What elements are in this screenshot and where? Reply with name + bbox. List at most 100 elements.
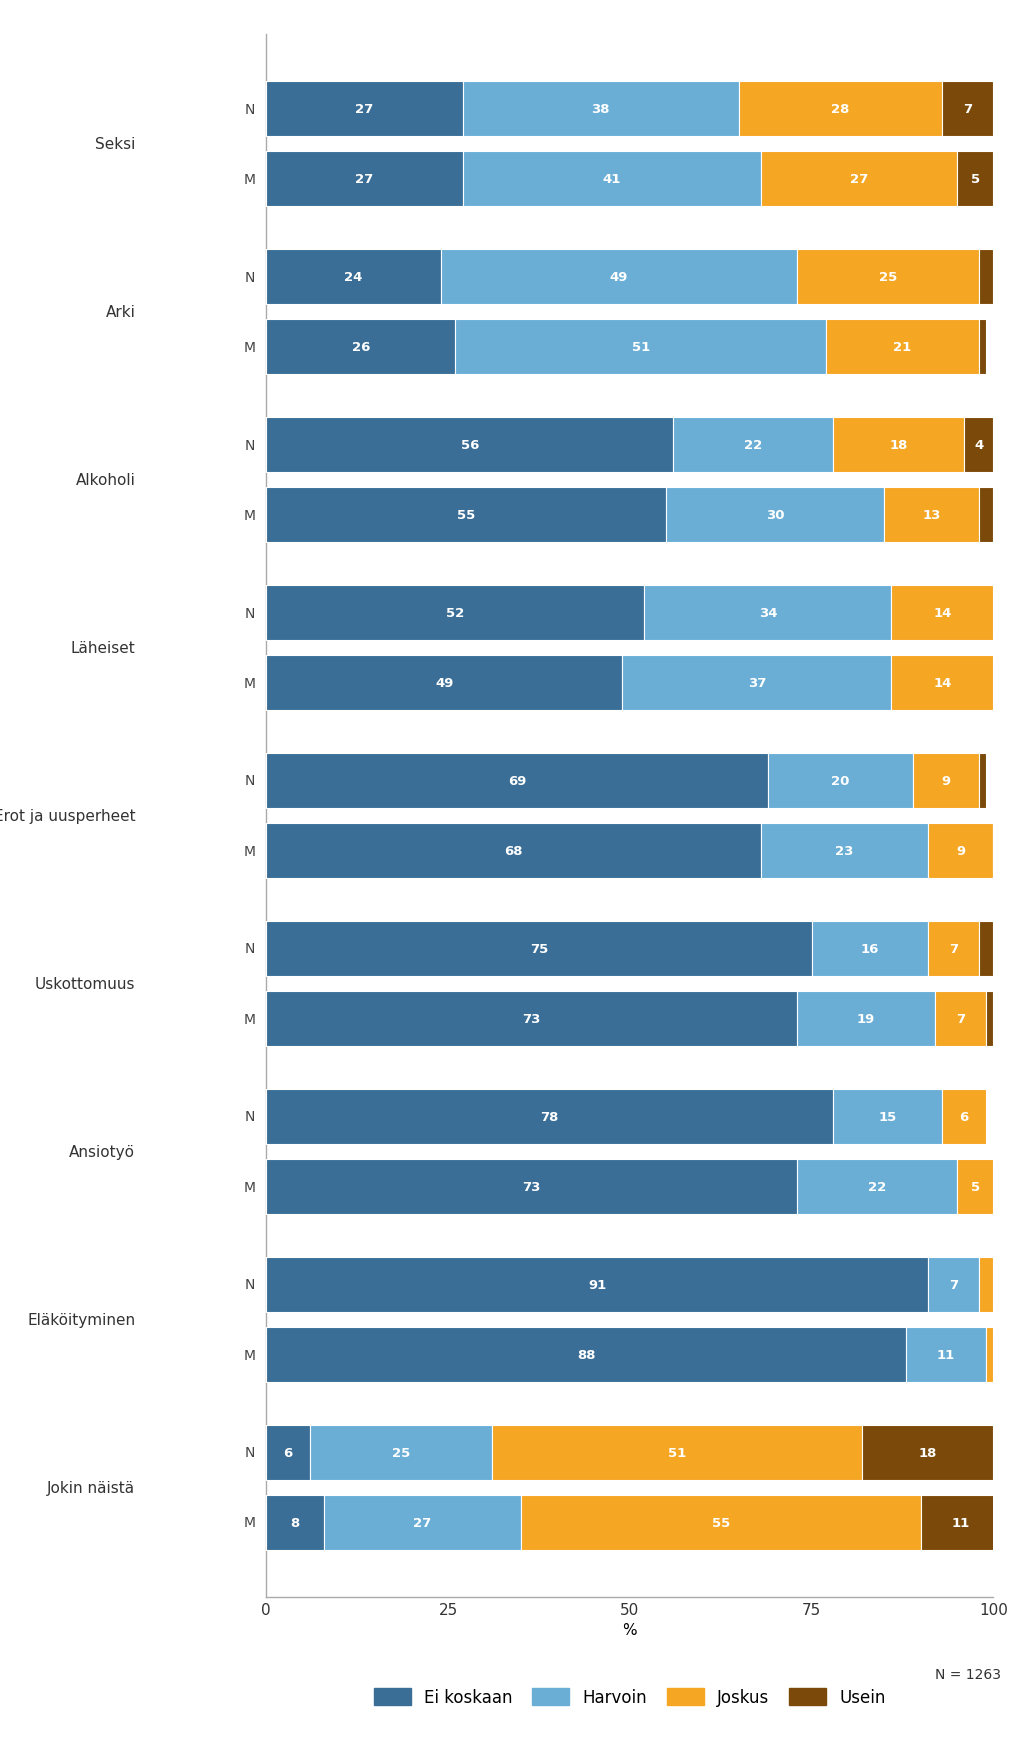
Text: 14: 14 — [933, 677, 951, 690]
Bar — [463, 153, 761, 207]
Text: 37: 37 — [748, 677, 766, 690]
Bar — [310, 1425, 492, 1479]
Text: 88: 88 — [577, 1348, 595, 1362]
Text: 69: 69 — [508, 774, 526, 788]
Text: 19: 19 — [857, 1013, 876, 1025]
Text: 7: 7 — [948, 942, 957, 955]
Bar — [942, 1090, 986, 1144]
Bar — [266, 586, 644, 641]
Bar — [440, 249, 797, 305]
Bar — [266, 488, 666, 542]
Text: Erot ja uusperheet: Erot ja uusperheet — [0, 809, 135, 823]
Bar — [956, 153, 993, 207]
Text: 18: 18 — [919, 1446, 937, 1458]
Bar — [811, 921, 928, 976]
Text: 75: 75 — [529, 942, 548, 955]
Text: N: N — [245, 1109, 255, 1123]
Text: 9: 9 — [956, 844, 966, 858]
Text: 24: 24 — [344, 270, 362, 284]
Bar — [928, 921, 979, 976]
Bar — [979, 319, 986, 376]
Text: 91: 91 — [588, 1278, 606, 1292]
Text: M: M — [244, 509, 255, 523]
Text: 22: 22 — [867, 1181, 886, 1193]
Bar — [266, 1090, 834, 1144]
Bar — [266, 1158, 797, 1214]
Text: N: N — [245, 1278, 255, 1292]
Bar — [266, 992, 797, 1046]
Text: 8: 8 — [291, 1516, 300, 1529]
Bar — [892, 656, 993, 711]
Text: M: M — [244, 1516, 255, 1530]
Bar — [797, 249, 979, 305]
Text: N: N — [245, 605, 255, 620]
Text: 6: 6 — [959, 1111, 969, 1123]
Text: M: M — [244, 1348, 255, 1362]
Text: Läheiset: Läheiset — [71, 641, 135, 656]
Bar — [979, 488, 993, 542]
Text: Seksi: Seksi — [95, 137, 135, 153]
Bar — [986, 1327, 993, 1383]
Text: 55: 55 — [457, 509, 475, 521]
Text: 7: 7 — [964, 104, 973, 116]
Bar — [797, 992, 935, 1046]
Text: 27: 27 — [414, 1516, 432, 1529]
Text: Eläköityminen: Eläköityminen — [28, 1313, 135, 1327]
Text: 13: 13 — [923, 509, 941, 521]
Text: 14: 14 — [933, 607, 951, 620]
Text: 27: 27 — [850, 174, 868, 186]
Bar — [993, 823, 1000, 879]
Bar — [761, 153, 956, 207]
Text: N: N — [245, 270, 255, 284]
Text: Alkoholi: Alkoholi — [76, 472, 135, 488]
Text: 73: 73 — [522, 1013, 541, 1025]
Text: N: N — [245, 774, 255, 788]
Bar — [834, 418, 965, 474]
Bar — [456, 319, 826, 376]
Bar — [979, 1257, 993, 1313]
Text: M: M — [244, 844, 255, 858]
Text: N: N — [245, 1446, 255, 1460]
Bar — [266, 319, 456, 376]
Text: 56: 56 — [461, 439, 479, 451]
Bar — [266, 1327, 906, 1383]
Text: 16: 16 — [860, 942, 879, 955]
Text: 4: 4 — [974, 439, 983, 451]
Text: N: N — [245, 942, 255, 956]
Text: 7: 7 — [956, 1013, 966, 1025]
Bar — [266, 753, 768, 809]
Text: N: N — [245, 102, 255, 116]
Bar — [266, 153, 463, 207]
Bar — [266, 1425, 310, 1479]
Text: Jokin näistä: Jokin näistä — [47, 1479, 135, 1495]
Text: 9: 9 — [941, 774, 950, 788]
Bar — [266, 656, 623, 711]
Bar — [739, 82, 942, 137]
Bar — [928, 823, 993, 879]
X-axis label: %: % — [623, 1622, 637, 1637]
Bar — [979, 921, 993, 976]
Text: 51: 51 — [632, 340, 650, 355]
Bar — [979, 249, 993, 305]
Text: M: M — [244, 1013, 255, 1027]
Bar — [266, 1495, 325, 1550]
Text: 49: 49 — [435, 677, 454, 690]
Bar — [761, 823, 928, 879]
Text: 5: 5 — [971, 1181, 980, 1193]
Text: 49: 49 — [609, 270, 628, 284]
Bar — [492, 1425, 862, 1479]
Text: M: M — [244, 1179, 255, 1193]
Bar — [644, 586, 892, 641]
Text: 38: 38 — [592, 104, 610, 116]
Text: 26: 26 — [351, 340, 370, 355]
Text: Ansiotyö: Ansiotyö — [70, 1144, 135, 1160]
Text: 25: 25 — [879, 270, 897, 284]
Bar — [266, 1257, 928, 1313]
Bar — [520, 1495, 921, 1550]
Bar — [797, 1158, 956, 1214]
Text: 18: 18 — [890, 439, 908, 451]
Text: 68: 68 — [504, 844, 522, 858]
Bar — [266, 249, 440, 305]
Text: N = 1263: N = 1263 — [935, 1667, 1000, 1681]
Bar — [862, 1425, 993, 1479]
